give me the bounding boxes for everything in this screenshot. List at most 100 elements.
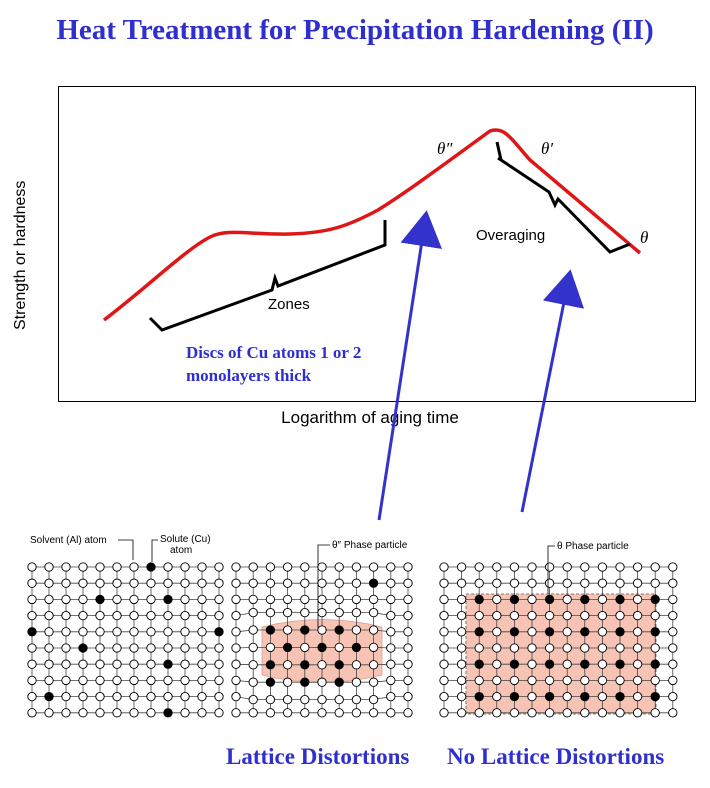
solvent-atom — [439, 675, 449, 686]
solvent-atom — [632, 594, 643, 605]
solvent-atom — [129, 627, 139, 637]
solvent-atom — [456, 675, 467, 686]
solvent-atom — [197, 675, 207, 686]
solvent-atom — [146, 594, 156, 605]
solvent-atom — [439, 627, 449, 637]
solvent-atom — [562, 627, 572, 637]
solvent-atom — [78, 659, 88, 669]
solvent-atom — [265, 562, 276, 572]
solvent-atom — [368, 660, 379, 670]
solvent-atom — [492, 675, 502, 686]
solvent-atom — [386, 627, 396, 637]
solvent-atom — [282, 677, 293, 687]
solute-atom — [474, 691, 484, 702]
solvent-atom — [78, 627, 88, 637]
aging-curve — [102, 128, 642, 322]
solvent-atom — [197, 594, 207, 605]
solute-atom — [300, 625, 310, 635]
solvent-atom — [214, 643, 224, 653]
solvent-atom — [368, 677, 379, 687]
solvent-atom — [632, 691, 643, 702]
solute-atom — [300, 660, 310, 670]
solvent-atom — [668, 659, 678, 669]
solvent-atom — [615, 708, 625, 718]
solvent-leader — [118, 539, 134, 560]
solvent-atom — [180, 675, 190, 686]
solvent-atom — [386, 659, 396, 669]
disc-note-line2: monolayers thick — [186, 366, 312, 385]
solvent-atom — [562, 562, 572, 572]
solvent-atom — [403, 708, 413, 718]
solvent-atom — [509, 675, 520, 686]
solute-atom — [163, 594, 173, 605]
solvent-atom — [334, 708, 344, 718]
solvent-atom — [44, 578, 54, 588]
solvent-atom — [112, 594, 122, 605]
solvent-atom — [650, 610, 660, 621]
solvent-atom — [492, 578, 502, 588]
solvent-atom — [386, 594, 396, 605]
solute-label-line2: atom — [170, 545, 193, 556]
solvent-atom — [439, 562, 449, 572]
solvent-atom — [197, 610, 207, 621]
solvent-atom — [129, 562, 139, 572]
solvent-atom — [368, 694, 379, 705]
solvent-atom — [527, 708, 537, 718]
solute-atom — [615, 659, 625, 669]
solvent-atom — [544, 578, 555, 588]
solvent-atom — [456, 610, 467, 621]
solute-atom — [474, 659, 484, 669]
solvent-atom — [61, 675, 71, 686]
solvent-atom — [351, 694, 362, 705]
solvent-atom — [248, 694, 258, 705]
solvent-atom — [163, 610, 173, 621]
solvent-atom — [615, 643, 625, 653]
solvent-atom — [95, 562, 105, 572]
solvent-atom — [351, 625, 362, 635]
solvent-atom — [580, 675, 590, 686]
disc-note: Discs of Cu atoms 1 or 2 monolayers thic… — [186, 341, 386, 387]
solvent-atom — [129, 594, 139, 605]
solute-atom — [615, 691, 625, 702]
solvent-atom — [129, 610, 139, 621]
solvent-atom — [78, 675, 88, 686]
solute-atom — [509, 594, 520, 605]
page-title: Heat Treatment for Precipitation Hardeni… — [56, 14, 654, 46]
solvent-atom — [317, 694, 327, 705]
solvent-atom — [403, 594, 413, 605]
solvent-atom — [300, 594, 310, 605]
solvent-atom — [334, 694, 344, 705]
solute-atom — [27, 627, 37, 637]
solvent-atom — [282, 578, 293, 588]
solvent-atom — [146, 643, 156, 653]
solvent-atom — [597, 594, 608, 605]
lattice-solid-solution — [27, 562, 224, 718]
solvent-atom — [146, 578, 156, 588]
solvent-atom — [265, 594, 276, 605]
solvent-atom — [95, 691, 105, 702]
theta-particle-label: θ Phase particle — [557, 541, 629, 552]
solvent-atom — [597, 562, 608, 572]
solvent-atom — [197, 627, 207, 637]
solute-atom — [509, 627, 520, 637]
solvent-atom — [456, 691, 467, 702]
solvent-atom — [112, 578, 122, 588]
solvent-atom — [368, 594, 379, 605]
solvent-atom — [265, 578, 276, 588]
solvent-atom — [456, 562, 467, 572]
solute-atom — [351, 642, 362, 653]
solvent-atom — [492, 594, 502, 605]
solvent-atom — [492, 708, 502, 718]
solvent-atom — [44, 675, 54, 686]
solvent-atom — [456, 659, 467, 669]
solvent-atom — [214, 610, 224, 621]
solvent-atom — [163, 578, 173, 588]
solvent-atom — [231, 708, 241, 718]
solute-atom — [615, 594, 625, 605]
solvent-atom — [248, 607, 258, 618]
solvent-atom — [248, 660, 258, 670]
lattice-theta-double-prime — [231, 562, 413, 718]
solvent-atom — [61, 643, 71, 653]
lattice-theta — [439, 562, 678, 718]
